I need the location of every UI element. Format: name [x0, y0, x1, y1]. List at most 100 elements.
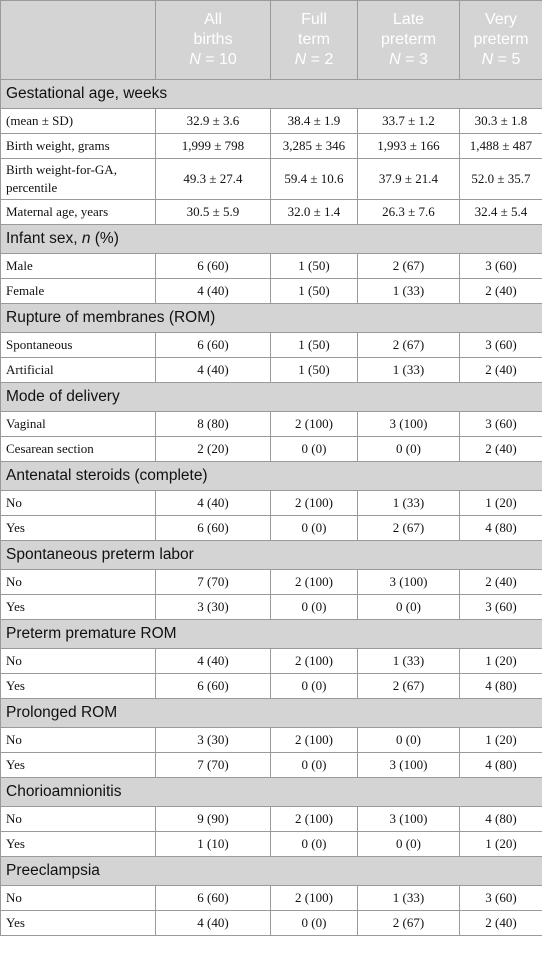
section-title-text: Infant sex, [6, 230, 82, 247]
value-cell: 0 (0) [270, 910, 358, 936]
section-title: Infant sex, n (%) [0, 224, 542, 254]
value-cell: 4 (40) [155, 490, 271, 516]
row-label: Yes [0, 831, 156, 857]
row-label: Birth weight-for-GA, percentile [0, 158, 156, 200]
section-header-row: Spontaneous preterm labor [0, 540, 542, 570]
value-cell: 4 (40) [155, 357, 271, 383]
value-cell: 2 (40) [459, 436, 542, 462]
table-row: Spontaneous 6 (60) 1 (50) 2 (67) 3 (60) [0, 332, 542, 358]
value-cell: 52.0 ± 35.7 [459, 158, 542, 200]
section-title-text: Prolonged ROM [6, 704, 118, 721]
table-row: No 4 (40) 2 (100) 1 (33) 1 (20) [0, 490, 542, 516]
section-title: Spontaneous preterm labor [0, 540, 542, 570]
value-cell: 2 (67) [357, 332, 460, 358]
row-label: Yes [0, 515, 156, 541]
value-cell: 1 (33) [357, 648, 460, 674]
value-cell: 4 (40) [155, 278, 271, 304]
value-cell: 0 (0) [270, 594, 358, 620]
value-cell: 4 (80) [459, 752, 542, 778]
value-cell: 38.4 ± 1.9 [270, 108, 358, 134]
value-cell: 32.4 ± 5.4 [459, 199, 542, 225]
header-line: Very [484, 11, 517, 28]
section-title: Rupture of membranes (ROM) [0, 303, 542, 333]
section-title-text: Gestational age, weeks [6, 85, 168, 102]
header-n: N = 5 [465, 50, 537, 70]
value-cell: 1 (20) [459, 831, 542, 857]
row-label: No [0, 569, 156, 595]
table-row: Yes 7 (70) 0 (0) 3 (100) 4 (80) [0, 752, 542, 778]
table-row: (mean ± SD) 32.9 ± 3.6 38.4 ± 1.9 33.7 ± 1.… [0, 108, 542, 134]
value-cell: 4 (80) [459, 515, 542, 541]
n-value: = 2 [306, 51, 334, 68]
row-label: Yes [0, 594, 156, 620]
section-title: Chorioamnionitis [0, 777, 542, 807]
header-late-preterm: Late preterm N = 3 [357, 0, 460, 80]
header-blank [0, 0, 156, 80]
table-row: Male 6 (60) 1 (50) 2 (67) 3 (60) [0, 253, 542, 279]
value-cell: 3 (60) [459, 885, 542, 911]
value-cell: 0 (0) [357, 594, 460, 620]
value-cell: 2 (67) [357, 673, 460, 699]
characteristics-table: All births N = 10 Full term N = 2 Late p… [0, 0, 542, 936]
section-title-text: Chorioamnionitis [6, 783, 122, 800]
row-label: No [0, 885, 156, 911]
value-cell: 0 (0) [357, 831, 460, 857]
section-title-text: Rupture of membranes (ROM) [6, 309, 216, 326]
section-header-row: Mode of delivery [0, 382, 542, 412]
value-cell: 2 (40) [459, 910, 542, 936]
value-cell: 30.5 ± 5.9 [155, 199, 271, 225]
value-cell: 0 (0) [270, 752, 358, 778]
header-line: preterm [473, 31, 529, 48]
table-row: Yes 4 (40) 0 (0) 2 (67) 2 (40) [0, 910, 542, 936]
value-cell: 1 (33) [357, 885, 460, 911]
value-cell: 0 (0) [270, 673, 358, 699]
value-cell: 2 (67) [357, 910, 460, 936]
value-cell: 4 (80) [459, 806, 542, 832]
section-title: Mode of delivery [0, 382, 542, 412]
value-cell: 2 (40) [459, 357, 542, 383]
header-line: preterm [380, 31, 437, 48]
value-cell: 1 (33) [357, 357, 460, 383]
header-n: N = 10 [161, 50, 265, 70]
value-cell: 3 (60) [459, 411, 542, 437]
value-cell: 2 (40) [459, 569, 542, 595]
header-all-births: All births N = 10 [155, 0, 271, 80]
value-cell: 2 (100) [270, 490, 358, 516]
section-title: Gestational age, weeks [0, 79, 542, 109]
row-label: Yes [0, 752, 156, 778]
value-cell: 3 (100) [357, 411, 460, 437]
value-cell: 49.3 ± 27.4 [155, 158, 271, 200]
value-cell: 3 (100) [357, 569, 460, 595]
value-cell: 37.9 ± 21.4 [357, 158, 460, 200]
section-title-italic: n [81, 230, 91, 247]
header-full-term: Full term N = 2 [270, 0, 358, 80]
value-cell: 1,488 ± 487 [459, 133, 542, 159]
row-label: Vaginal [0, 411, 156, 437]
header-very-preterm: Very preterm N = 5 [459, 0, 542, 80]
header-n: N = 2 [276, 50, 352, 70]
row-label: Yes [0, 910, 156, 936]
value-cell: 1 (10) [155, 831, 271, 857]
table-row: Female 4 (40) 1 (50) 1 (33) 2 (40) [0, 278, 542, 304]
header-n: N = 3 [363, 50, 454, 70]
row-label: Birth weight, grams [0, 133, 156, 159]
header-line: births [193, 31, 233, 48]
n-value: = 3 [400, 51, 428, 68]
header-row: All births N = 10 Full term N = 2 Late p… [0, 0, 542, 80]
value-cell: 30.3 ± 1.8 [459, 108, 542, 134]
value-cell: 2 (100) [270, 411, 358, 437]
table-row: Cesarean section 2 (20) 0 (0) 0 (0) 2 (40) [0, 436, 542, 462]
table-row: Birth weight-for-GA, percentile 49.3 ± 27… [0, 158, 542, 200]
row-label: Spontaneous [0, 332, 156, 358]
value-cell: 6 (60) [155, 885, 271, 911]
value-cell: 1 (20) [459, 490, 542, 516]
value-cell: 1 (20) [459, 648, 542, 674]
header-line: Full [301, 11, 327, 28]
value-cell: 1,999 ± 798 [155, 133, 271, 159]
n-value: = 5 [493, 51, 521, 68]
n-value: = 10 [200, 51, 237, 68]
value-cell: 1 (50) [270, 253, 358, 279]
row-label: Maternal age, years [0, 199, 156, 225]
table-row: No 7 (70) 2 (100) 3 (100) 2 (40) [0, 569, 542, 595]
table-row: No 4 (40) 2 (100) 1 (33) 1 (20) [0, 648, 542, 674]
